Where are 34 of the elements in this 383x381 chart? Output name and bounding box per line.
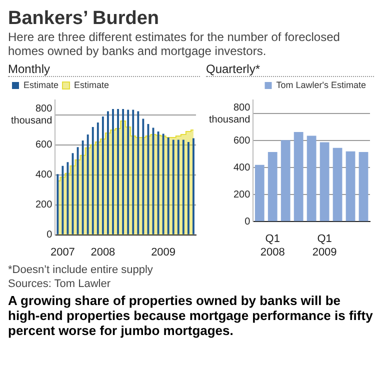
chart-title: Bankers’ Burden: [8, 8, 160, 30]
bar: [294, 132, 304, 222]
legend-label: Estimate: [74, 80, 110, 90]
bar: [320, 142, 330, 222]
bar: [358, 152, 368, 222]
y-tick-label: 400: [35, 170, 53, 181]
y-tick-label: 800 thousand: [208, 102, 251, 126]
x-axis-title: Monthly: [8, 62, 200, 77]
x-tick-label: Q1 2008: [260, 233, 285, 258]
x-tick-label: 2008: [90, 246, 116, 258]
x-tick-label: Q1 2009: [312, 233, 337, 258]
y-tick-label: 600: [35, 140, 53, 151]
legend-label: Estimate: [24, 80, 59, 90]
bar: [254, 164, 264, 222]
y-tick-label: 0: [46, 230, 53, 241]
bar: [268, 152, 278, 222]
y-tick-label: 400: [233, 162, 251, 174]
source-note: Sources: Tom Lawler: [8, 278, 112, 290]
y-tick-label: 600: [233, 135, 251, 146]
y-tick-label: 200: [233, 189, 251, 200]
bar: [280, 140, 290, 222]
x-axis-title: Quarterly*: [206, 62, 374, 77]
x-tick-label: 2009: [151, 246, 176, 258]
y-tick-label: 0: [244, 216, 251, 228]
x-tick-label: 2007: [50, 246, 75, 258]
y-tick-label: 800 thousand: [10, 104, 53, 127]
chart-subtitle: Here are three different estimates for the number of foreclosed homes owned by banks and mortgage investors.: [8, 30, 341, 58]
text: A growing share of properties owned by banks will be high-end properties because mortgage performance is fifty percent worse for jumbo mortgages.: [8, 293, 374, 338]
legend-label: Tom Lawler's Estimate: [276, 80, 366, 90]
bar: [346, 151, 356, 222]
y-tick-label: 200: [35, 200, 53, 211]
text: *Doesn’t include entire supply: [8, 264, 154, 276]
bar: [306, 136, 316, 222]
bar: [332, 148, 342, 222]
